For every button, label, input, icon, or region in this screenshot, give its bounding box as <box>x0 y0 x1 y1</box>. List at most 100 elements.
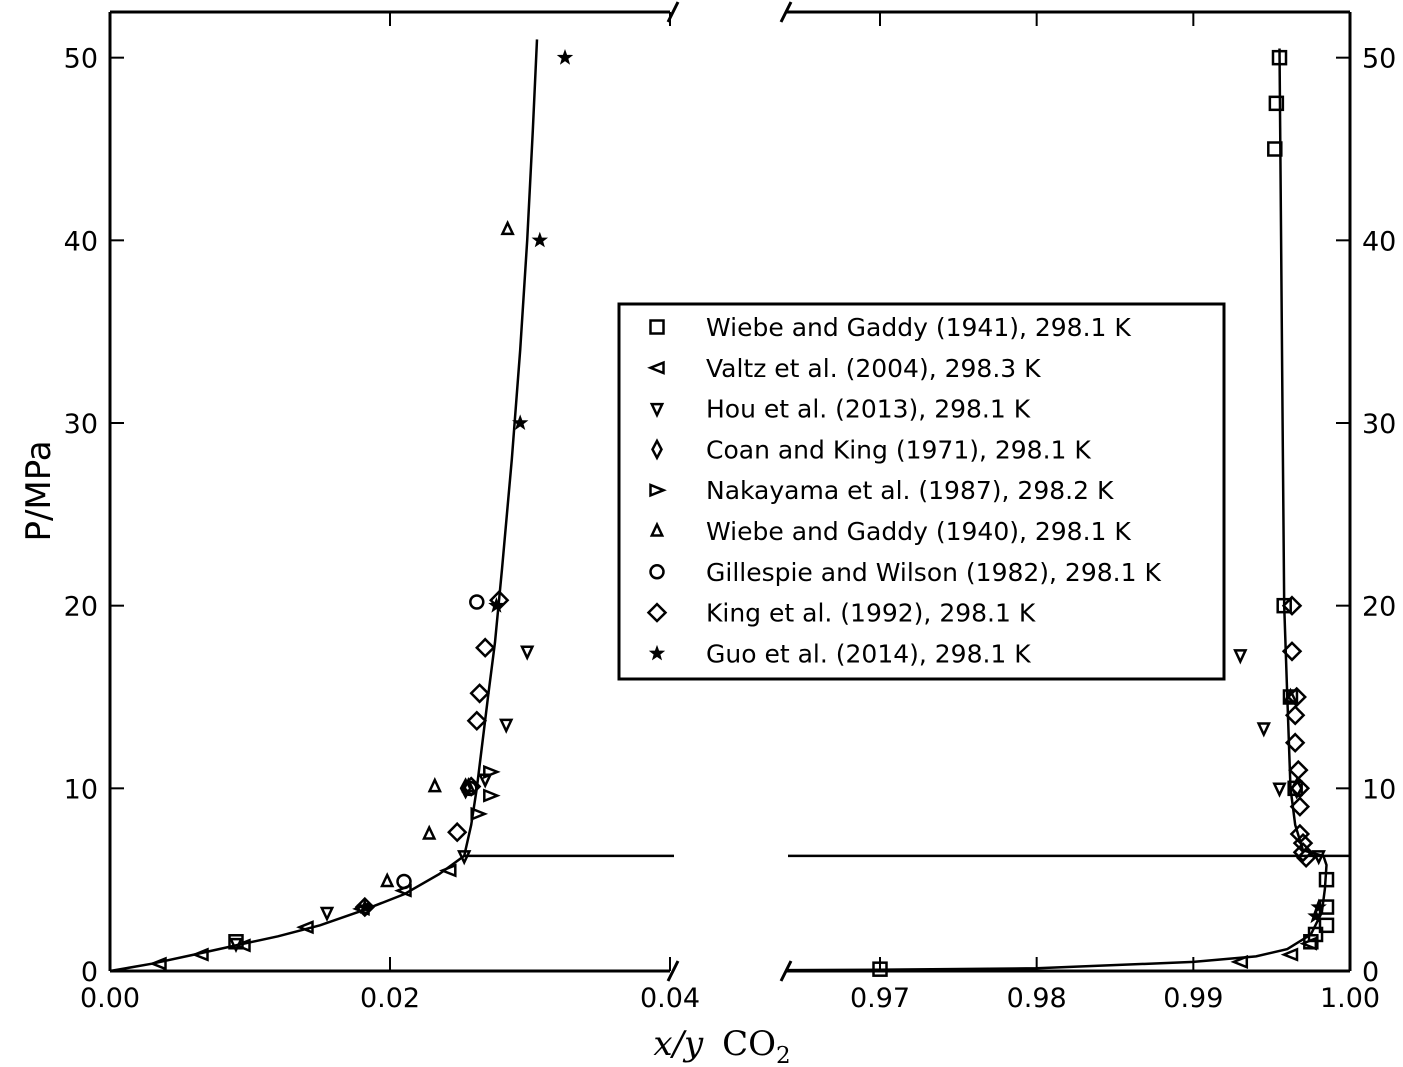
data-point-series-3 <box>228 937 244 954</box>
model-curve-liquid <box>109 39 539 971</box>
legend-label: Hou et al. (2013), 298.1 K <box>706 395 1031 424</box>
break-mark-top-right <box>779 1 793 23</box>
data-point-series-8 <box>1289 823 1311 845</box>
data-point-series-2 <box>149 956 167 971</box>
y-tick-label-right: 20 <box>1362 592 1396 623</box>
axis-ticks: 0 0 10 10 20 20 30 30 40 40 50 50 0.00 0.02 0.04 0.97 0.… <box>64 12 1396 1014</box>
y-tick-label-right: 40 <box>1362 226 1396 257</box>
data-point-series-6 <box>427 777 442 793</box>
legend-label: Valtz et al. (2004), 298.3 K <box>706 354 1041 383</box>
legend-entry: Wiebe and Gaddy (1940), 298.1 K <box>649 517 1131 546</box>
data-point-series-9 <box>1310 898 1327 915</box>
data-point-series-8 <box>466 710 488 731</box>
data-point-series-2 <box>191 947 209 962</box>
left-panel-frame <box>108 10 670 973</box>
x-tick-label-left: 0.02 <box>360 983 420 1014</box>
data-point-series-8 <box>1289 796 1311 817</box>
x-tick-label-left: 0.04 <box>640 983 700 1014</box>
legend-marker <box>649 402 665 419</box>
data-point-series-2 <box>1230 954 1249 969</box>
legend-label: Wiebe and Gaddy (1940), 298.1 K <box>706 517 1131 546</box>
data-point-series-3 <box>1311 850 1326 866</box>
data-point-series-3 <box>1233 649 1248 665</box>
x-tick-label-right: 0.97 <box>850 983 910 1014</box>
data-point-series-3 <box>520 645 535 661</box>
data-point-series-8 <box>1288 759 1309 781</box>
y-axis-title: P/MPa <box>19 440 59 541</box>
data-point-series-8 <box>1281 641 1303 662</box>
x-axis-title-variable: x/y <box>653 1024 704 1064</box>
legend-marker <box>649 521 665 537</box>
data-point-series-5 <box>483 788 501 803</box>
y-tick-label-left: 50 <box>64 44 98 75</box>
data-point-series-8 <box>1281 595 1303 616</box>
y-tick-label-left: 40 <box>64 226 98 257</box>
break-mark-bottom-left <box>666 960 680 982</box>
x-tick-label-right: 0.98 <box>1007 983 1067 1014</box>
data-point-series-9 <box>356 898 373 915</box>
x-tick-label-right: 1.00 <box>1320 983 1380 1014</box>
data-point-series-8 <box>1284 732 1306 753</box>
data-point-series-2 <box>233 938 251 953</box>
data-point-series-2 <box>296 920 314 935</box>
data-point-series-6 <box>500 219 515 236</box>
data-point-series-1 <box>1268 95 1285 112</box>
legend-entry: Hou et al. (2013), 298.1 K <box>649 395 1031 424</box>
legend-entry: Guo et al. (2014), 298.1 K <box>648 639 1031 668</box>
y-tick-label-left: 0 <box>81 957 98 988</box>
legend-marker <box>649 483 667 498</box>
legend-marker <box>649 319 665 335</box>
data-point-series-8 <box>1284 705 1306 726</box>
data-point-series-8 <box>1286 686 1307 708</box>
x-axis-title: x/y CO2 <box>653 1024 790 1067</box>
data-point-series-6 <box>422 824 437 840</box>
data-point-series-5 <box>470 806 489 821</box>
legend-label: Coan and King (1971), 298.1 K <box>706 435 1091 464</box>
x-tick-label-left: 0.00 <box>80 983 140 1014</box>
legend-entry: Wiebe and Gaddy (1941), 298.1 K <box>649 313 1131 342</box>
y-tick-label-right: 50 <box>1362 44 1396 75</box>
legend-entry: Coan and King (1971), 298.1 K <box>651 435 1091 464</box>
legend-label: King et al. (1992), 298.1 K <box>706 599 1036 628</box>
data-point-series-2 <box>1280 947 1299 962</box>
data-point-series-1 <box>1276 597 1292 614</box>
legend-entry: Valtz et al. (2004), 298.3 K <box>647 354 1041 383</box>
y-tick-label-right: 30 <box>1362 409 1396 440</box>
data-point-series-5 <box>483 764 501 779</box>
legend-marker <box>649 564 665 580</box>
data-point-series-2 <box>1299 936 1318 951</box>
y-tick-label-left: 30 <box>64 409 98 440</box>
data-point-series-1 <box>1271 49 1288 66</box>
legend-box <box>617 302 1226 681</box>
y-tick-label-left: 20 <box>64 592 98 623</box>
legend-label: Nakayama et al. (1987), 298.2 K <box>706 476 1114 505</box>
legend: Wiebe and Gaddy (1941), 298.1 K Valtz et … <box>617 302 1226 681</box>
legend-label: Gillespie and Wilson (1982), 298.1 K <box>706 558 1161 587</box>
legend-entry: Nakayama et al. (1987), 298.2 K <box>649 476 1114 505</box>
legend-entry: Gillespie and Wilson (1982), 298.1 K <box>649 558 1161 587</box>
break-mark-bottom-right <box>779 960 793 982</box>
data-point-series-7 <box>469 594 485 610</box>
x-tick-label-right: 0.99 <box>1163 983 1223 1014</box>
data-markers <box>149 49 1335 977</box>
legend-label: Wiebe and Gaddy (1941), 298.1 K <box>706 313 1131 342</box>
data-point-series-1 <box>872 961 888 977</box>
data-point-series-3 <box>457 850 472 866</box>
data-point-series-9 <box>531 231 549 248</box>
data-point-series-3 <box>319 906 335 922</box>
data-point-series-1 <box>1267 141 1283 157</box>
data-point-series-9 <box>1307 907 1324 924</box>
x-axis-title-species: CO <box>722 1024 776 1064</box>
data-point-series-8 <box>354 896 376 918</box>
data-point-series-9 <box>512 414 529 431</box>
data-point-series-1 <box>1318 871 1335 888</box>
data-point-series-3 <box>499 718 514 734</box>
y-tick-label-right: 0 <box>1362 957 1379 988</box>
data-point-series-6 <box>380 872 395 888</box>
legend-label: Guo et al. (2014), 298.1 K <box>706 639 1031 668</box>
legend-marker <box>648 644 666 661</box>
data-point-series-1 <box>1318 917 1335 934</box>
data-point-series-8 <box>461 776 482 797</box>
data-point-series-7 <box>396 873 412 890</box>
